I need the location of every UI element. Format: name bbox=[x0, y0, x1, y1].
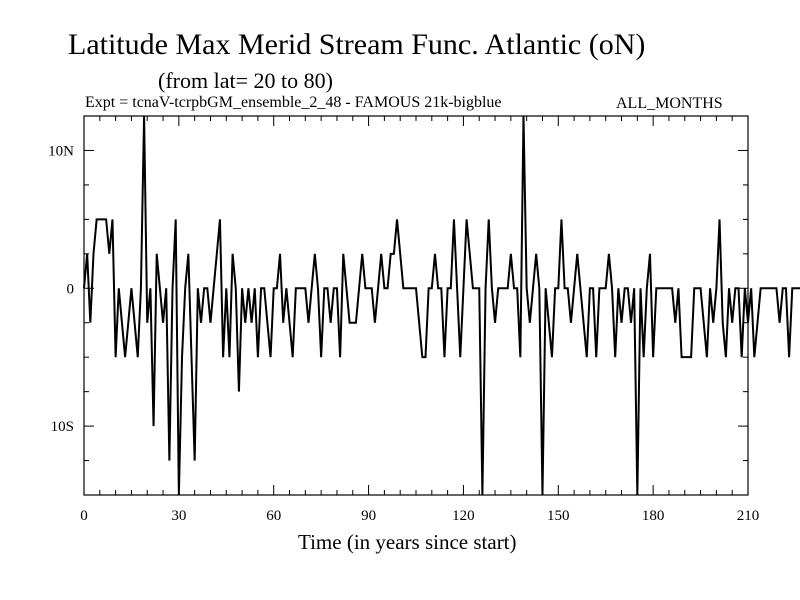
y-tick-label: 10S bbox=[51, 419, 74, 435]
y-tick-label: 0 bbox=[67, 281, 75, 297]
experiment-label: Expt = tcnaV-tcrpbGM_ensemble_2_48 - FAM… bbox=[85, 94, 502, 111]
x-tick-label: 90 bbox=[361, 508, 376, 524]
x-tick-label: 60 bbox=[266, 508, 281, 524]
x-tick-label: 180 bbox=[642, 508, 665, 524]
x-tick-label: 30 bbox=[171, 508, 186, 524]
series-line bbox=[83, 115, 800, 496]
chart-title: Latitude Max Merid Stream Func. Atlantic… bbox=[68, 28, 646, 61]
x-tick-label: 120 bbox=[452, 508, 475, 524]
period-label: ALL_MONTHS bbox=[616, 95, 723, 112]
x-tick-label: 0 bbox=[80, 508, 88, 524]
y-tick-label: 10N bbox=[48, 143, 74, 159]
ticks bbox=[83, 115, 749, 496]
x-tick-label: 150 bbox=[547, 508, 570, 524]
x-axis-label: Time (in years since start) bbox=[298, 530, 517, 554]
tick-labels: 0 30 60 90 120 150 180 210 10N 0 10S bbox=[48, 143, 759, 524]
chart-subtitle: (from lat= 20 to 80) bbox=[158, 68, 333, 93]
x-tick-label: 210 bbox=[737, 508, 760, 524]
series-group bbox=[83, 115, 800, 496]
